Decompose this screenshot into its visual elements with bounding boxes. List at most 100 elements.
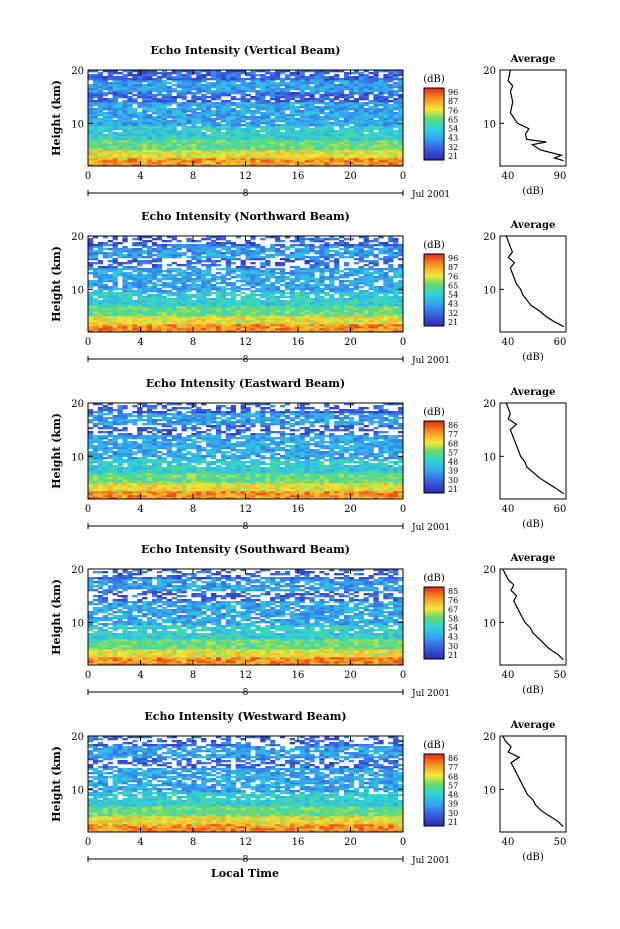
heatmap-cell <box>343 162 350 165</box>
heatmap-cell <box>294 100 300 103</box>
heatmap-cell <box>334 272 340 275</box>
heatmap-cell <box>358 282 364 285</box>
heatmap-cell <box>220 326 227 329</box>
heatmap-cell <box>117 140 123 143</box>
heatmap-cell <box>279 268 286 271</box>
heatmap-cell <box>314 80 320 83</box>
heatmap-cell <box>329 80 335 83</box>
heatmap-cell <box>176 140 182 143</box>
heatmap-cell <box>225 162 232 165</box>
heatmap-cell <box>151 318 158 321</box>
heatmap-cell <box>270 308 276 311</box>
heatmap-cell <box>284 322 291 325</box>
heatmap-cell <box>383 280 389 283</box>
heatmap-cell <box>329 114 335 117</box>
heatmap-cell <box>265 288 271 291</box>
heatmap-cell <box>353 294 359 297</box>
heatmap-cell <box>211 158 217 161</box>
heatmap-cell <box>181 94 187 97</box>
heatmap-cell <box>240 288 246 291</box>
heatmap-cell <box>240 264 246 267</box>
heatmap-cell <box>343 310 350 313</box>
heatmap-cell <box>329 136 335 139</box>
heatmap-cell <box>151 312 158 315</box>
heatmap-cell <box>107 116 113 119</box>
heatmap-cell <box>147 322 153 325</box>
heatmap-cell <box>137 316 143 319</box>
heatmap-cell <box>225 304 232 307</box>
heatmap-cell <box>132 120 138 123</box>
heatmap-cell <box>398 78 404 81</box>
heatmap-cell <box>255 120 261 123</box>
heatmap-cell <box>378 320 384 323</box>
heatmap-cell <box>299 268 305 271</box>
heatmap-cell <box>255 132 261 135</box>
heatmap-cell <box>240 134 246 137</box>
heatmap-cell <box>284 330 291 333</box>
heatmap-cell <box>122 306 128 309</box>
heatmap-cell <box>117 142 123 145</box>
heatmap-cell <box>309 312 315 315</box>
heatmap-cell <box>166 310 172 313</box>
heatmap-cell <box>358 322 364 325</box>
heatmap-cell <box>265 310 271 313</box>
heatmap-cell <box>230 130 236 133</box>
heatmap-cell <box>206 254 212 257</box>
heatmap-cell <box>250 134 256 137</box>
heatmap-cell <box>260 264 266 267</box>
heatmap-cell <box>265 300 271 303</box>
heatmap-cell <box>309 274 315 277</box>
heatmap-cell <box>215 324 222 327</box>
heatmap-cell <box>260 282 266 285</box>
heatmap-cell <box>206 272 212 275</box>
heatmap-cell <box>329 164 335 167</box>
heatmap-cell <box>112 262 118 265</box>
heatmap-cell <box>156 130 163 133</box>
heatmap-cell <box>368 88 374 91</box>
heatmap-cell <box>92 114 99 117</box>
heatmap-cell <box>289 148 296 151</box>
heatmap-cell <box>339 80 345 83</box>
heatmap-cell <box>137 96 143 99</box>
heatmap-cell <box>122 314 128 317</box>
heatmap-cell <box>265 150 271 153</box>
heatmap-cell <box>265 158 271 161</box>
heatmap-cell <box>383 326 389 329</box>
heatmap-cell <box>378 92 384 95</box>
heatmap-cell <box>181 254 187 257</box>
heatmap-cell <box>186 74 192 77</box>
heatmap-cell <box>102 88 108 91</box>
heatmap-cell <box>235 148 241 151</box>
heatmap-cell <box>186 138 192 141</box>
heatmap-cell <box>393 72 399 75</box>
heatmap-cell <box>309 146 315 149</box>
heatmap-cell <box>88 126 94 129</box>
heatmap-cell <box>245 102 251 105</box>
heatmap-cell <box>358 78 364 81</box>
heatmap-cell <box>230 324 236 327</box>
heatmap-cell <box>339 288 345 291</box>
heatmap-cell <box>176 86 182 89</box>
heatmap-cell <box>142 280 148 283</box>
heatmap-cell <box>147 162 153 165</box>
heatmap-cell <box>299 312 305 315</box>
heatmap-cell <box>294 326 300 329</box>
heatmap-cell <box>117 102 123 105</box>
heatmap-cell <box>201 126 207 129</box>
heatmap-cell <box>117 310 123 313</box>
heatmap-cell <box>284 148 291 151</box>
heatmap-cell <box>388 304 394 307</box>
heatmap-cell <box>334 116 340 119</box>
heatmap-cell <box>206 106 212 109</box>
heatmap-cell <box>201 114 207 117</box>
heatmap-cell <box>353 286 359 289</box>
heatmap-cell <box>339 276 345 279</box>
heatmap-cell <box>117 320 123 323</box>
heatmap-cell <box>147 270 153 273</box>
heatmap-cell <box>107 288 113 291</box>
heatmap-cell <box>142 106 148 109</box>
heatmap-cell <box>289 94 296 97</box>
heatmap-cell <box>151 134 158 137</box>
heatmap-cell <box>181 326 187 329</box>
heatmap-cell <box>142 160 148 163</box>
